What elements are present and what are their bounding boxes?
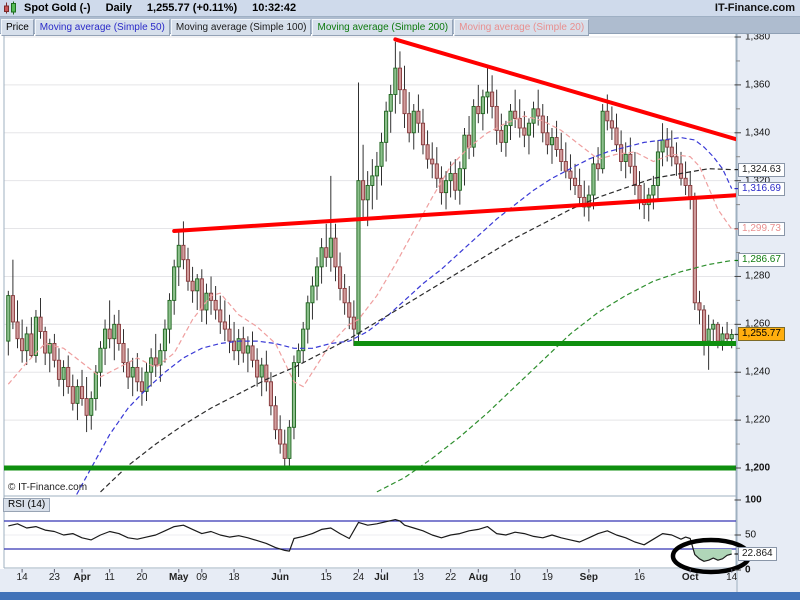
- tab-price[interactable]: Price: [1, 19, 34, 36]
- instrument-name: Spot Gold (-): [24, 2, 91, 14]
- tab-ma-50[interactable]: Moving average (Simple 50): [34, 19, 170, 36]
- title-bar: Spot Gold (-) Daily 1,255.77 (+0.11%) 10…: [0, 0, 800, 17]
- copyright-watermark: © IT-Finance.com: [8, 482, 88, 493]
- tab-ma-100[interactable]: Moving average (Simple 100): [170, 19, 312, 36]
- rsi-indicator-label[interactable]: RSI (14): [3, 498, 51, 512]
- indicator-tab-bar: Price Moving average (Simple 50) Moving av…: [0, 17, 800, 36]
- candlestick-icon: [4, 1, 16, 15]
- last-price-and-change: 1,255.77 (+0.11%): [146, 2, 238, 14]
- window-bottom-edge: [0, 592, 800, 600]
- price-axis-strip: [737, 34, 800, 592]
- tab-ma-20[interactable]: Moving average (Simple 20): [454, 19, 590, 36]
- tab-ma-200[interactable]: Moving average (Simple 200): [312, 19, 454, 36]
- quote-time: 10:32:42: [252, 2, 297, 14]
- time-axis-strip: [0, 569, 737, 592]
- brand-label: IT-Finance.com: [714, 2, 795, 14]
- timeframe-label: Daily: [105, 2, 132, 14]
